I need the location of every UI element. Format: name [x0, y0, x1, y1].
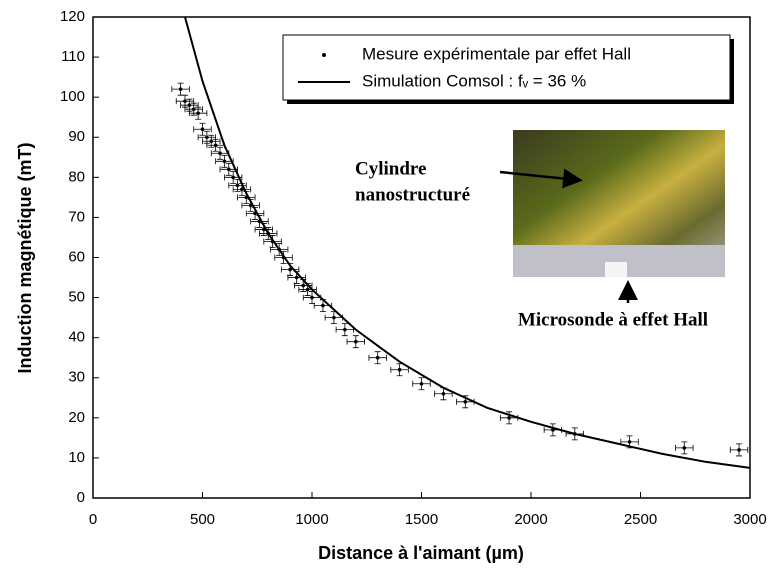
y-tick-label: 20 [68, 409, 85, 426]
data-point [183, 99, 187, 103]
x-tick-label: 2500 [624, 511, 657, 528]
legend-box [282, 34, 731, 101]
data-point [682, 446, 687, 450]
inset-probe [605, 262, 627, 277]
annotation: nanostructuré [355, 184, 470, 205]
data-point [235, 183, 240, 188]
simulation-line [184, 17, 750, 469]
y-tick-label: 80 [68, 168, 85, 185]
data-point [240, 187, 244, 192]
y-tick-label: 100 [60, 88, 85, 105]
y-tick-label: 90 [68, 128, 85, 145]
data-point [209, 139, 214, 144]
y-tick-label: 110 [61, 48, 85, 65]
y-tick-label: 120 [60, 8, 85, 25]
x-tick-label: 0 [89, 511, 97, 528]
data-point [375, 355, 380, 360]
annotation: Microsonde à effet Hall [518, 309, 708, 330]
data-point [507, 416, 511, 420]
data-point [343, 327, 347, 332]
y-tick-label: 0 [77, 489, 85, 506]
y-tick-label: 60 [68, 248, 85, 265]
annotation: Cylindre [355, 158, 426, 179]
data-point [226, 167, 231, 172]
x-tick-label: 1000 [295, 511, 328, 528]
data-point [305, 287, 310, 292]
y-tick-label: 50 [68, 289, 85, 306]
data-point [294, 275, 299, 280]
data-point [397, 367, 402, 372]
data-point [213, 143, 218, 148]
data-point [218, 151, 222, 156]
data-point [222, 159, 227, 164]
x-tick-label: 500 [190, 511, 215, 528]
legend-label: Mesure expérimentale par effet Hall [362, 44, 631, 63]
data-point [354, 339, 358, 344]
data-point [200, 127, 205, 132]
data-point [419, 381, 424, 386]
data-point [205, 135, 209, 140]
data-point [301, 283, 306, 288]
data-point [196, 111, 200, 115]
data-point [288, 267, 292, 272]
data-point [463, 400, 468, 404]
data-point [187, 103, 192, 107]
x-tick-label: 3000 [733, 511, 766, 528]
data-point [191, 107, 196, 111]
data-point [178, 87, 183, 91]
legend: Mesure expérimentale par effet Hall Simul… [282, 34, 734, 104]
y-tick-label: 70 [68, 208, 85, 225]
arrow [499, 168, 583, 189]
y-tick-label: 30 [68, 369, 85, 386]
x-axis-label: Distance à l'aimant (µm) [318, 543, 524, 563]
legend-label: Simulation Comsol : fᵥ = 36 % [362, 71, 586, 90]
data-point [737, 448, 741, 452]
data-point [321, 303, 325, 308]
data-point [332, 315, 336, 320]
x-tick-label: 2000 [514, 511, 547, 528]
data-point [310, 295, 314, 300]
y-axis-label: Induction magnétique (mT) [15, 143, 35, 374]
y-tick-label: 10 [68, 449, 85, 466]
data-point [441, 391, 446, 396]
y-tick-label: 40 [68, 329, 85, 346]
data-point [231, 175, 235, 180]
legend-swatch [322, 53, 326, 57]
x-tick-label: 1500 [405, 511, 438, 528]
data-point [627, 440, 632, 444]
